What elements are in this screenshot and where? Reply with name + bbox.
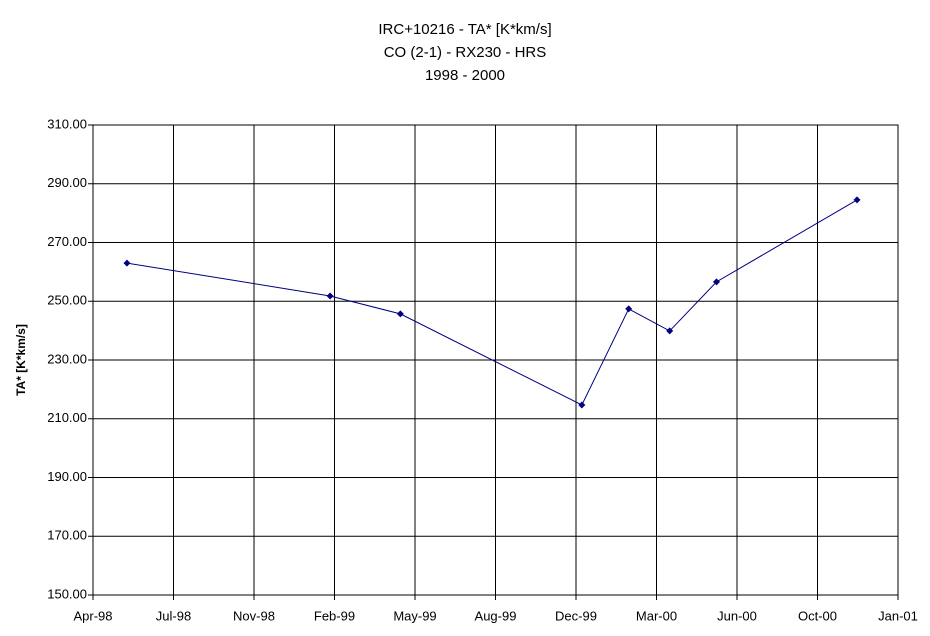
x-tick-label: Jun-00 bbox=[717, 608, 757, 623]
x-tick-label: Oct-00 bbox=[798, 608, 837, 623]
y-tick-label: 230.00 bbox=[47, 351, 87, 366]
data-point bbox=[713, 278, 721, 286]
chart-subtitle: CO (2-1) - RX230 - HRS bbox=[384, 44, 547, 61]
x-tick-label: Jul-98 bbox=[156, 608, 191, 623]
y-tick-label: 270.00 bbox=[47, 234, 87, 249]
y-tick-label: 250.00 bbox=[47, 293, 87, 308]
x-tick-label: May-99 bbox=[393, 608, 436, 623]
y-tick-label: 170.00 bbox=[47, 528, 87, 543]
y-tick-label: 310.00 bbox=[47, 116, 87, 131]
y-tick-label: 210.00 bbox=[47, 410, 87, 425]
data-point bbox=[666, 327, 674, 335]
chart-subtitle: 1998 - 2000 bbox=[425, 67, 505, 84]
x-tick-label: Apr-98 bbox=[73, 608, 112, 623]
data-point bbox=[123, 259, 131, 267]
chart-title: IRC+10216 - TA* [K*km/s] bbox=[378, 21, 551, 38]
x-tick-label: Dec-99 bbox=[555, 608, 597, 623]
data-point bbox=[625, 305, 633, 313]
y-axis-label: TA* [K*km/s] bbox=[14, 324, 28, 396]
y-tick-label: 190.00 bbox=[47, 469, 87, 484]
series-line bbox=[126, 199, 858, 406]
x-tick-label: Feb-99 bbox=[314, 608, 355, 623]
data-point bbox=[326, 292, 334, 300]
y-tick-label: 290.00 bbox=[47, 175, 87, 190]
data-point bbox=[396, 310, 404, 318]
data-point bbox=[853, 196, 861, 204]
y-tick-label: 150.00 bbox=[47, 586, 87, 601]
x-tick-label: Nov-98 bbox=[233, 608, 275, 623]
x-tick-label: Mar-00 bbox=[636, 608, 677, 623]
x-tick-label: Aug-99 bbox=[475, 608, 517, 623]
data-point bbox=[578, 401, 586, 409]
x-tick-label: Jan-01 bbox=[878, 608, 918, 623]
